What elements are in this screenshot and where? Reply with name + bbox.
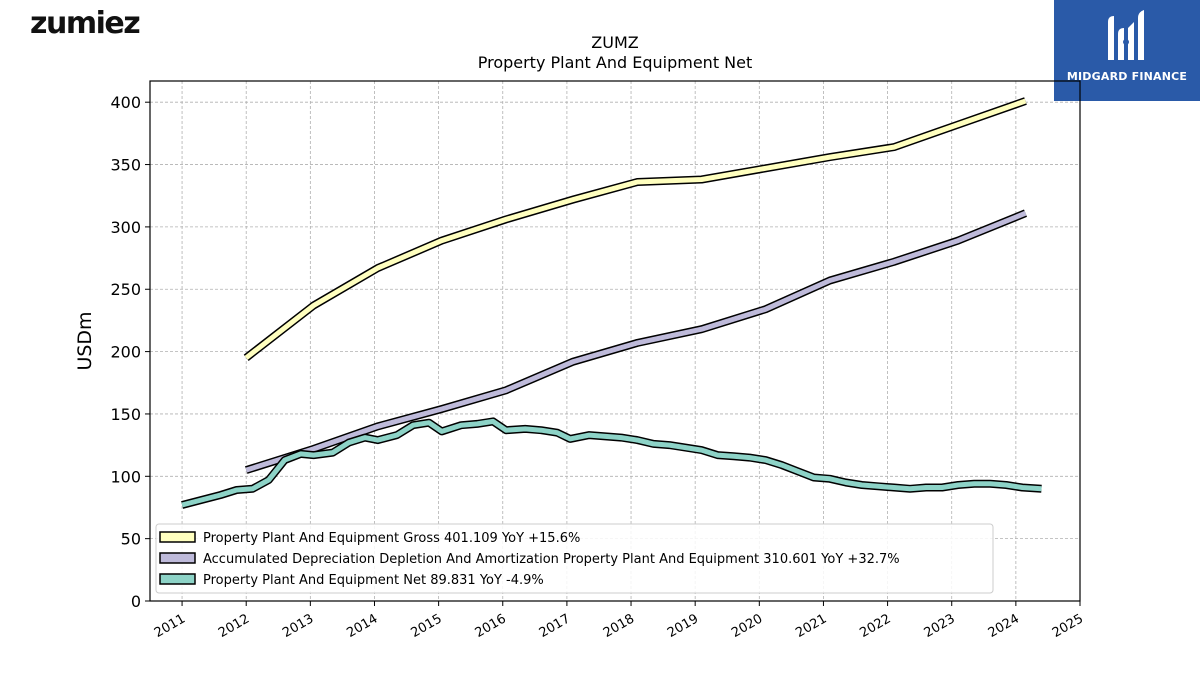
y-tick-label: 0: [131, 592, 141, 611]
chart-title: ZUMZ: [591, 33, 638, 52]
y-tick-label: 100: [110, 467, 141, 486]
x-tick-label: 2016: [473, 611, 509, 641]
legend-swatch: [159, 531, 196, 543]
x-tick-label: 2014: [344, 611, 380, 641]
midgard-logo-mark-icon: [1108, 10, 1144, 60]
x-tick-label: 2025: [1050, 611, 1086, 641]
x-tick-label: 2013: [280, 611, 316, 641]
x-tick-label: 2011: [152, 611, 188, 641]
plot-area-frame: [149, 80, 1081, 602]
zumiez-logo: zumiez: [30, 6, 141, 41]
series-line-3: [181, 418, 1042, 508]
x-tick-label: 2021: [793, 611, 829, 641]
y-axis-label: USDm: [74, 311, 96, 370]
y-tick-label: 150: [110, 405, 141, 424]
x-tick-label: 2024: [986, 611, 1022, 641]
midgard-finance-wordmark: MIDGARD FINANCE: [1066, 70, 1188, 83]
y-tick-label: 250: [110, 280, 141, 299]
y-tick-label: 50: [121, 530, 141, 549]
legend-entry: Property Plant And Equipment Net 89.831 …: [203, 573, 544, 588]
series-line-1: [244, 98, 1027, 360]
x-tick-label: 2012: [216, 611, 252, 641]
y-tick-label: 300: [110, 218, 141, 237]
y-tick-label: 350: [110, 156, 141, 175]
legend: Property Plant And Equipment Gross 401.1…: [155, 523, 994, 594]
x-tick-label: 2022: [857, 611, 893, 641]
legend-swatch: [159, 552, 196, 564]
legend-entry: Property Plant And Equipment Gross 401.1…: [203, 531, 580, 546]
chart-subtitle: Property Plant And Equipment Net: [478, 53, 753, 72]
x-tick-label: 2015: [408, 611, 444, 641]
midgard-finance-logo: MIDGARD FINANCE: [1054, 0, 1200, 101]
y-tick-label: 200: [110, 343, 141, 362]
legend-swatch: [159, 573, 196, 585]
x-tick-label: 2023: [922, 611, 958, 641]
series-layer: [181, 97, 1042, 509]
x-tick-label: 2017: [537, 611, 573, 641]
legend-box: [155, 523, 994, 594]
series-line-outline: [181, 417, 1042, 509]
y-tick-label: 400: [110, 93, 141, 112]
x-tick-label: 2018: [601, 611, 637, 641]
x-tick-label: 2019: [665, 611, 701, 641]
series-line-2: [245, 210, 1027, 473]
x-tick-label: 2020: [729, 611, 765, 641]
legend-entry: Accumulated Depreciation Depletion And A…: [203, 552, 900, 567]
grid-lines: [150, 81, 1081, 602]
